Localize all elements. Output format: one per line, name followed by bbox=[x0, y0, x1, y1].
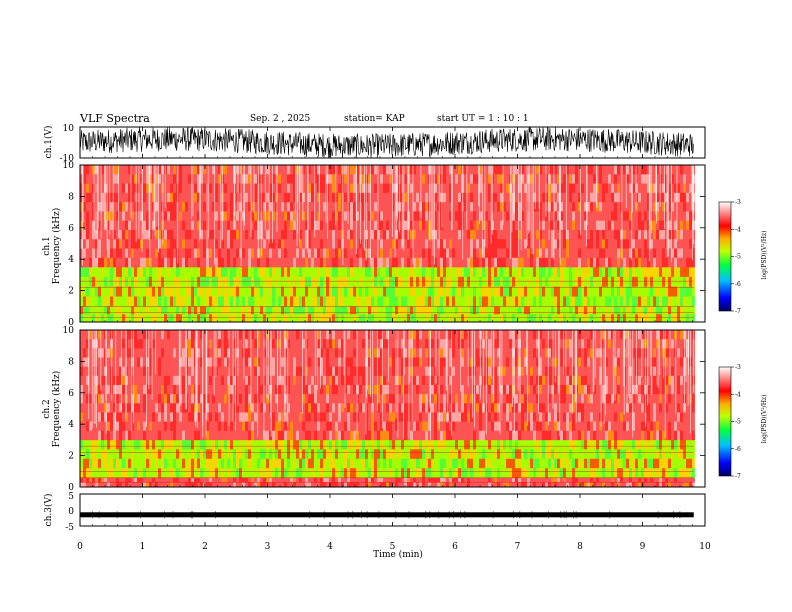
spec1-ytick-label: 4 bbox=[68, 255, 74, 265]
x-tick-label: 1 bbox=[140, 542, 146, 552]
spec2-ytick-label: 10 bbox=[63, 326, 75, 336]
ch3-waveform-frame bbox=[79, 493, 706, 527]
spec2-ylabel: Frequency (kHz) bbox=[51, 371, 62, 448]
ch1-waveform-line bbox=[80, 127, 694, 158]
spec1-ytick-label: 8 bbox=[68, 192, 74, 202]
spec2-ytick-label: 2 bbox=[68, 452, 74, 462]
ch3-waveform-line bbox=[80, 512, 694, 518]
spec2-ytick-label: 4 bbox=[68, 420, 74, 430]
colorbar-1 bbox=[718, 201, 732, 312]
ch1-ylabel: ch.1(V) bbox=[43, 126, 54, 159]
ch1-ytick-top: 10 bbox=[63, 124, 75, 134]
x-tick-label: 5 bbox=[390, 542, 396, 552]
colorbar-1-tick-label: -7 bbox=[735, 308, 741, 315]
colorbar-1-tick-label: -6 bbox=[735, 281, 741, 288]
x-tick-label: 8 bbox=[577, 542, 583, 552]
x-tick-label: 4 bbox=[327, 542, 333, 552]
x-tick-label: 6 bbox=[452, 542, 458, 552]
spec2-ytick-label: 8 bbox=[68, 357, 74, 367]
spec1-ylabel: Frequency (kHz) bbox=[51, 208, 62, 285]
colorbar-2-tick-label: -3 bbox=[735, 364, 741, 371]
x-axis-label: Time (min) bbox=[373, 549, 423, 560]
x-tick-label: 7 bbox=[515, 542, 521, 552]
spec1-ytick-label: 6 bbox=[68, 224, 74, 234]
x-tick-label: 9 bbox=[640, 542, 646, 552]
colorbar1-label: log(PSD)(V²/Hz) bbox=[761, 231, 768, 280]
colorbar-2-tick-label: -7 bbox=[735, 473, 741, 480]
ch3-ylabel: ch.3(V) bbox=[43, 494, 54, 527]
ch3-ytick-mid: 0 bbox=[68, 507, 74, 517]
spec2-ytick-label: 6 bbox=[68, 389, 74, 399]
ch1-ytick-bottom: -10 bbox=[60, 154, 75, 164]
spectrogram-1-cells bbox=[80, 165, 695, 323]
spec1-ytick-label: 2 bbox=[68, 287, 74, 297]
spec1-ytick-label: 0 bbox=[68, 318, 74, 328]
colorbar-1-tick-label: -4 bbox=[735, 226, 741, 233]
chart-title: VLF Spectra bbox=[80, 112, 150, 125]
x-tick-label: 0 bbox=[77, 542, 83, 552]
ch3-ytick-bottom: -5 bbox=[65, 523, 74, 533]
ch3-ytick-top: 5 bbox=[68, 492, 74, 502]
station-label: station= KAP bbox=[344, 114, 405, 124]
spec1-ytick-label: 10 bbox=[63, 161, 75, 171]
colorbar-2-tick-label: -5 bbox=[735, 419, 741, 426]
x-tick-label: 2 bbox=[202, 542, 208, 552]
date-label: Sep. 2 , 2025 bbox=[250, 114, 311, 124]
colorbar-2 bbox=[718, 366, 732, 477]
colorbar-1-tick-label: -5 bbox=[735, 254, 741, 261]
colorbar-2-tick-label: -4 bbox=[735, 391, 741, 398]
colorbar2-label: log(PSD)(V²/Hz) bbox=[761, 395, 768, 444]
spec1-channel-label: ch.1 bbox=[42, 236, 52, 255]
spec2-ytick-label: 0 bbox=[68, 483, 74, 493]
start-time-label: start UT = 1 : 10 : 1 bbox=[437, 114, 529, 124]
colorbar-2-tick-label: -6 bbox=[735, 446, 741, 453]
colorbar-1-tick-label: -3 bbox=[735, 199, 741, 206]
spectrogram-2-cells bbox=[80, 330, 695, 488]
spec2-channel-label: ch.2 bbox=[42, 399, 52, 418]
x-tick-label: 10 bbox=[699, 542, 711, 552]
x-tick-label: 3 bbox=[265, 542, 271, 552]
